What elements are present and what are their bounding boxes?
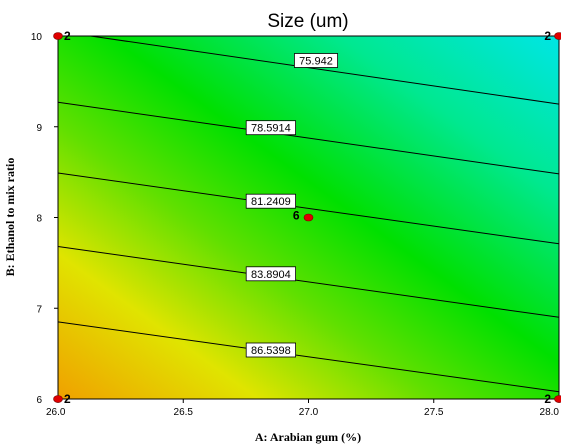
- y-axis-ticks: 6 7 8 9 10: [31, 32, 58, 406]
- contour-lines: [57, 35, 560, 393]
- contour-line-3: [57, 246, 560, 318]
- design-point-2: [303, 213, 314, 222]
- contour-label-box-1: [245, 120, 296, 136]
- x-tick-label: 26.5: [174, 407, 194, 418]
- y-axis-label: B: Ethanol to mix ratio: [3, 158, 17, 277]
- y-tick-label: 9: [36, 123, 42, 134]
- contour-labels: 75.942 78.5914 81.2409 83.8904 86.5398: [245, 53, 338, 358]
- chart-title: Size (um): [267, 11, 348, 32]
- contour-line-2: [57, 172, 560, 245]
- contour-label-3: 83.8904: [251, 269, 291, 281]
- contour-line-4: [57, 321, 560, 393]
- contour-label-box-4: [245, 342, 296, 358]
- contour-label-box-3: [245, 266, 296, 282]
- contour-label-2: 81.2409: [251, 196, 291, 208]
- design-point-3: [53, 395, 63, 403]
- x-tick-label: 26.0: [46, 407, 66, 418]
- design-point-0: [53, 32, 63, 40]
- x-axis-ticks: 26.0 26.5 27.0 27.5 28.0: [46, 399, 560, 418]
- contour-label-box-0: [293, 53, 338, 68]
- contour-line-0: [90, 35, 560, 105]
- contour-label-4: 86.5398: [251, 345, 291, 357]
- y-tick-label: 7: [36, 304, 42, 315]
- x-tick-label: 28.0: [540, 407, 560, 418]
- design-point-label-1: 2: [544, 29, 551, 43]
- y-tick-label: 8: [36, 214, 42, 225]
- contour-label-0: 75.942: [299, 56, 333, 68]
- contour-label-1: 78.5914: [251, 123, 291, 135]
- design-point-label-4: 2: [544, 392, 551, 406]
- design-point-label-0: 2: [64, 29, 71, 43]
- design-point-1: [554, 32, 561, 40]
- y-tick-label: 10: [31, 32, 43, 43]
- x-tick-label: 27.0: [299, 407, 319, 418]
- design-point-4: [554, 395, 561, 403]
- x-axis-label: A: Arabian gum (%): [255, 430, 361, 444]
- design-points: 2 2 6 2 2: [53, 29, 561, 406]
- x-tick-label: 27.5: [424, 407, 444, 418]
- design-point-label-3: 2: [64, 392, 71, 406]
- contour-label-box-2: [245, 193, 296, 209]
- contour-line-1: [57, 101, 560, 175]
- design-point-label-2: 6: [293, 209, 300, 223]
- y-tick-label: 6: [36, 395, 42, 406]
